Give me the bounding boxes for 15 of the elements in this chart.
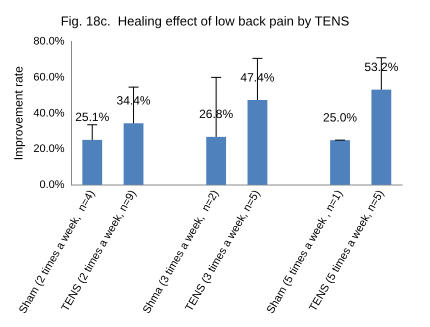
bar <box>371 90 392 185</box>
bar <box>82 140 102 185</box>
y-tick-label: 40.0% <box>33 107 65 120</box>
data-label: 25.0% <box>323 110 358 124</box>
chart-title: Fig. 18c. Healing effect of low back pain by TENS <box>60 13 350 28</box>
y-axis-title: Improvement rate <box>12 66 26 160</box>
y-tick-label: 20.0% <box>33 143 65 156</box>
bar <box>330 140 350 185</box>
bar <box>248 100 268 185</box>
y-tick-label: 60.0% <box>33 71 65 84</box>
y-tick-label: 0.0% <box>40 178 65 191</box>
bar <box>206 136 226 185</box>
data-label: 25.1% <box>75 110 110 124</box>
bar <box>124 123 144 185</box>
y-tick-label: 80.0% <box>33 36 65 48</box>
